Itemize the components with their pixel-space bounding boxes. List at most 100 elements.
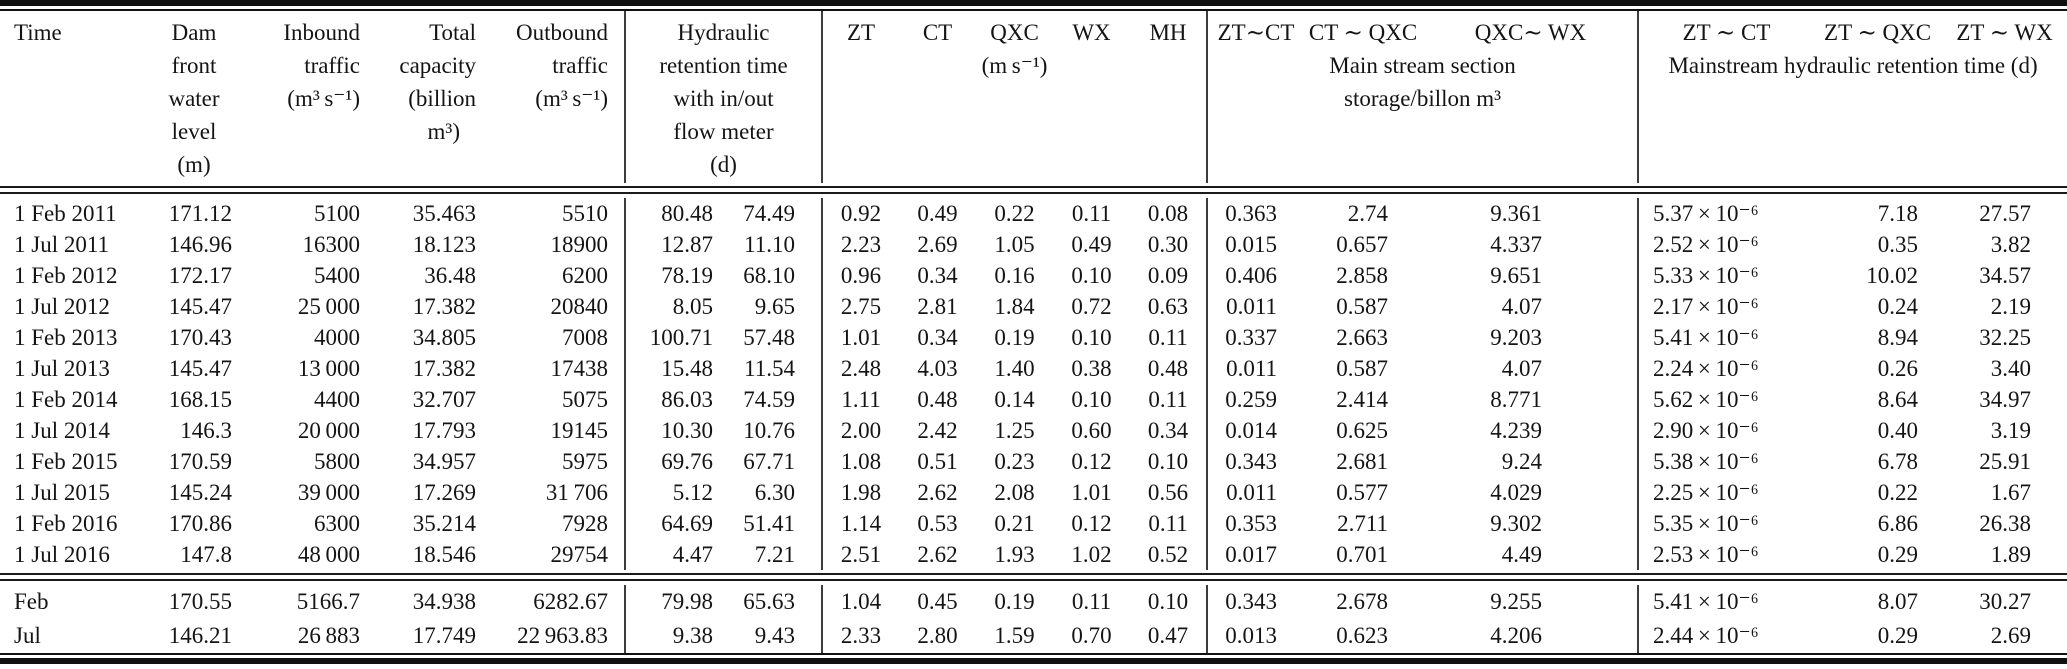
cell-wx: 1.02 (1071, 542, 1112, 567)
cell-water-level: 146.3 (180, 418, 232, 443)
cell-time: 1 Jul 2015 (14, 480, 110, 505)
col-header-qxc: QXC (m s⁻¹) (976, 11, 1053, 183)
cell-total-capacity: 18.546 (412, 542, 476, 567)
cell-inbound-traffic: 5800 (314, 449, 360, 474)
divider-row (0, 570, 2067, 585)
header-line: front (171, 53, 217, 78)
cell-total-capacity: 17.382 (412, 294, 476, 319)
cell-retention-zt-wx: 27.57 (1979, 201, 2032, 226)
cell-ct: 0.34 (917, 263, 958, 288)
col-group-storage: ZT∼CT CT ∼ QXC QXC∼ WX Main stream secti… (1207, 11, 1640, 183)
retention-subheaders: ZT ∼ CT ZT ∼ QXC ZT ∼ WX (1639, 16, 2067, 49)
cell-water-level: 146.96 (168, 232, 232, 257)
cell-mh: 0.09 (1130, 260, 1209, 291)
cell-time: 1 Jul 2014 (14, 418, 110, 443)
cell-retention-zt-qxc: 7.18 (1877, 201, 1919, 226)
cell-storage-ct-qxc: 0.625 (1336, 418, 1389, 443)
cell-time: 1 Feb 2011 (14, 201, 117, 226)
cell-mh: 0.48 (1130, 353, 1209, 384)
cell-storage-ct-qxc: 0.701 (1336, 542, 1389, 567)
cell-storage-zt-ct: 0.011 (1226, 294, 1278, 319)
cell-qxc: 1.05 (994, 232, 1035, 257)
cell-hrt-in: 78.19 (661, 263, 713, 288)
table-bottom-rule (0, 653, 2067, 664)
cell-water-level: 168.15 (168, 387, 232, 412)
cell-qxc: 1.40 (994, 356, 1035, 381)
cell-storage-zt-ct: 0.015 (1225, 232, 1278, 257)
header-line: ZT∼CT (1217, 20, 1295, 45)
table-row: 1 Feb 2015 170.59 5800 34.957 5975 69.76 67.71… (0, 446, 2067, 477)
cell-wx: 0.11 (1071, 201, 1112, 226)
body-summary-divider (0, 570, 2067, 585)
cell-storage-qxc-wx: 4.49 (1421, 539, 1640, 570)
cell-time: 1 Feb 2012 (14, 263, 118, 288)
cell-retention-zt-wx: 1.89 (1990, 542, 2032, 567)
cell-retention-zt-wx: 26.38 (1979, 511, 2032, 536)
header-line: Hydraulic (677, 20, 770, 45)
cell-water-level: 145.47 (168, 356, 232, 381)
cell-storage-ct-qxc: 2.414 (1336, 387, 1389, 412)
cell-storage-qxc-wx: 4.239 (1421, 415, 1640, 446)
table-row: 1 Feb 2016 170.86 6300 35.214 7928 64.69 51.41… (0, 508, 2067, 539)
cell-wx: 0.60 (1071, 418, 1112, 443)
cell-retention-zt-qxc: 8.64 (1877, 387, 1919, 412)
table-row: 1 Jul 2013 145.47 13 000 17.382 17438 15.48 11… (0, 353, 2067, 384)
col-header-inbound-traffic: Inbound traffic (m³ s⁻¹) (238, 11, 366, 183)
cell-storage-zt-ct: 0.013 (1225, 623, 1278, 648)
cell-qxc: 1.59 (994, 623, 1035, 648)
cell-retention-zt-ct: 5.41 × 10⁻⁶ (1653, 589, 1759, 614)
cell-storage-zt-ct: 0.343 (1225, 589, 1278, 614)
cell-zt: 1.01 (840, 325, 882, 350)
header-line: with in/out (673, 86, 774, 111)
cell-retention-zt-ct: 2.90 × 10⁻⁶ (1653, 418, 1759, 443)
cell-ct: 0.45 (917, 589, 958, 614)
cell-inbound-traffic: 48 000 (297, 542, 360, 567)
col-header-wx: WX (1053, 11, 1130, 183)
cell-ct: 2.81 (917, 294, 958, 319)
cell-hrt-out: 6.30 (725, 477, 824, 508)
cell-storage-ct-qxc: 2.681 (1336, 449, 1389, 474)
cell-retention-zt-ct: 5.38 × 10⁻⁶ (1653, 449, 1759, 474)
cell-total-capacity: 18.123 (412, 232, 476, 257)
cell-storage-ct-qxc: 2.663 (1336, 325, 1389, 350)
cell-hrt-out: 67.71 (725, 446, 824, 477)
cell-hrt-in: 80.48 (661, 201, 713, 226)
header-line: m³) (427, 119, 460, 144)
cell-ct: 0.34 (917, 325, 958, 350)
header-line: water (168, 86, 220, 111)
cell-storage-qxc-wx: 9.203 (1421, 322, 1640, 353)
cell-outbound-traffic: 19145 (482, 415, 626, 446)
header-line: flow meter (673, 119, 774, 144)
cell-ct: 0.48 (917, 387, 958, 412)
col-header-water-level: Dam front water level (m) (150, 11, 238, 183)
header-line: (billion (408, 86, 476, 111)
cell-qxc: 0.19 (994, 325, 1035, 350)
header-line: traffic (552, 53, 608, 78)
cell-ct: 4.03 (917, 356, 958, 381)
cell-inbound-traffic: 13 000 (297, 356, 360, 381)
cell-mh: 0.08 (1130, 198, 1209, 229)
cell-storage-ct-qxc: 0.587 (1336, 294, 1389, 319)
header-line: ZT ∼ WX (1956, 20, 2053, 45)
col-header-time: Time (0, 11, 150, 183)
cell-retention-zt-qxc: 0.22 (1877, 480, 1919, 505)
cell-water-level: 146.21 (168, 623, 232, 648)
table-header: Time Dam front water level (m) Inbound t… (0, 11, 2067, 183)
cell-hrt-out: 51.41 (725, 508, 824, 539)
cell-storage-ct-qxc: 2.74 (1347, 201, 1389, 226)
table-row: 1 Jul 2012 145.47 25 000 17.382 20840 8.05 9.6… (0, 291, 2067, 322)
cell-mh: 0.30 (1130, 229, 1209, 260)
col-header-ct: CT (899, 11, 976, 183)
cell-outbound-traffic: 6200 (482, 260, 626, 291)
cell-hrt-in: 100.71 (649, 325, 713, 350)
double-rule (0, 186, 2067, 194)
table-row: 1 Feb 2014 168.15 4400 32.707 5075 86.03 74.59… (0, 384, 2067, 415)
cell-mh: 0.52 (1130, 539, 1209, 570)
col-header-outbound-traffic: Outbound traffic (m³ s⁻¹) (482, 11, 626, 183)
header-line: (m³ s⁻¹) (287, 86, 360, 111)
cell-storage-qxc-wx: 4.07 (1421, 353, 1640, 384)
col-header-zt: ZT (822, 11, 899, 183)
table-body: 1 Feb 2011 171.12 5100 35.463 5510 80.48 74.49… (0, 198, 2067, 570)
cell-retention-zt-ct: 5.37 × 10⁻⁶ (1653, 201, 1759, 226)
